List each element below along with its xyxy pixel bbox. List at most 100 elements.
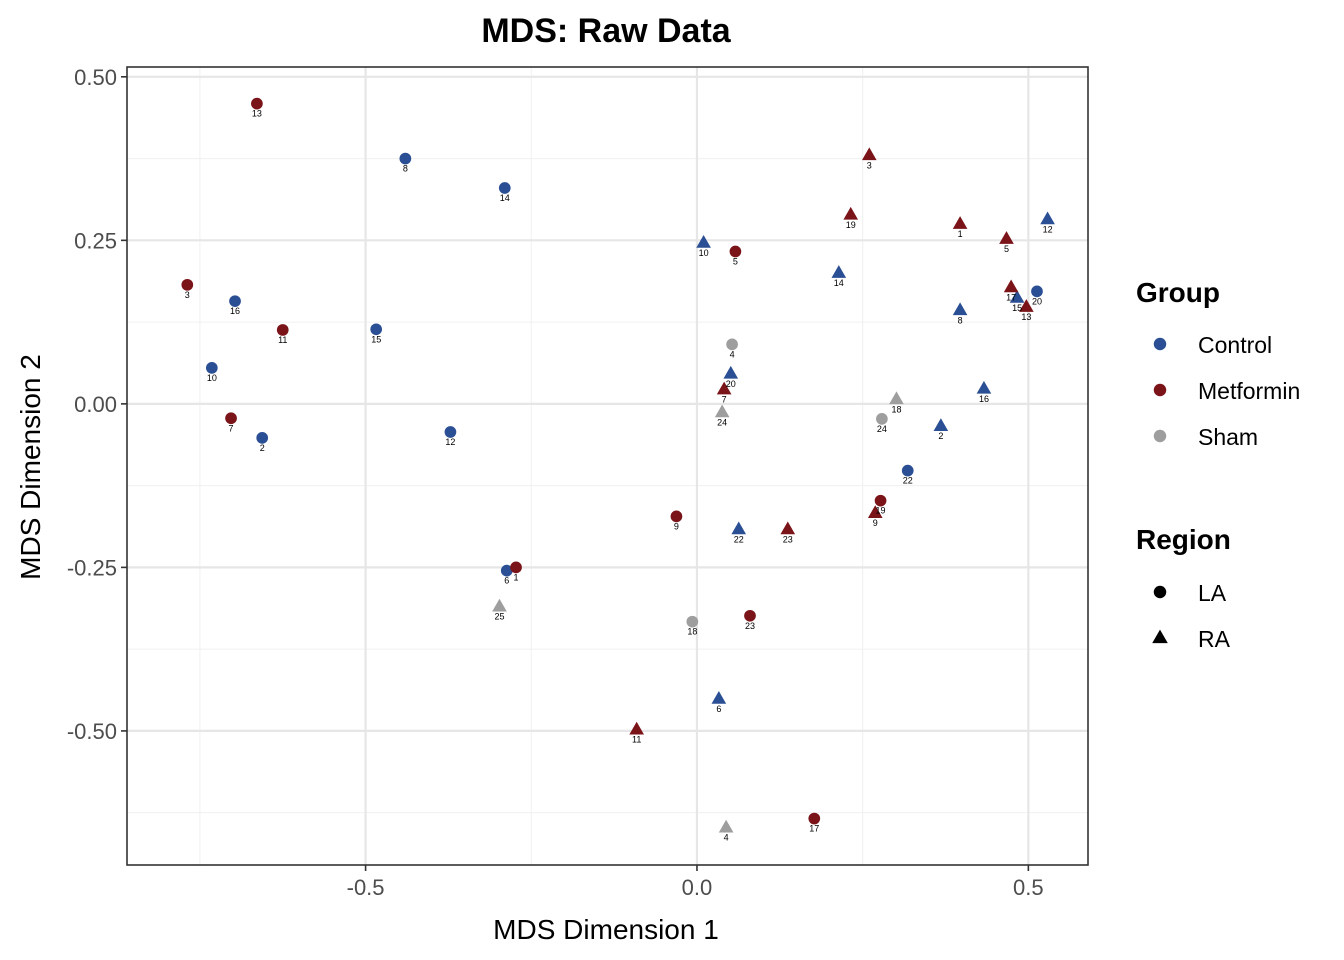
point-label: 16 bbox=[979, 394, 989, 404]
legend-key-la bbox=[1153, 585, 1167, 599]
plot-panel bbox=[127, 67, 1088, 865]
point-metformin-ra-9 bbox=[867, 505, 883, 518]
point-metformin-la-1 bbox=[510, 561, 522, 574]
legend-label-ra: RA bbox=[1198, 626, 1231, 652]
point-label: 8 bbox=[403, 164, 408, 174]
legend-key-metformin bbox=[1153, 383, 1167, 397]
point-label: 12 bbox=[445, 437, 455, 447]
point-label: 25 bbox=[494, 612, 504, 622]
point-label: 10 bbox=[207, 373, 217, 383]
major-gridlines bbox=[127, 67, 1088, 865]
y-tick-label: 0.50 bbox=[74, 65, 117, 90]
legend-label-control: Control bbox=[1198, 332, 1272, 358]
point-label: 14 bbox=[834, 278, 844, 288]
point-control-ra-6 bbox=[711, 690, 727, 704]
point-metformin-ra-19 bbox=[843, 206, 859, 220]
y-tick-label: 0.00 bbox=[74, 392, 117, 417]
point-metformin-la-3 bbox=[181, 278, 194, 291]
point-label: 5 bbox=[733, 256, 738, 266]
point-label: 22 bbox=[903, 476, 913, 486]
y-axis-title: MDS Dimension 2 bbox=[15, 354, 46, 580]
point-control-la-22 bbox=[901, 464, 914, 477]
legend: Group Control Metformin Sham Region LA RA bbox=[1136, 277, 1300, 652]
point-control-la-16 bbox=[229, 295, 241, 308]
point-label: 12 bbox=[1043, 224, 1053, 234]
point-label: 17 bbox=[809, 824, 819, 834]
point-sham-ra-25 bbox=[492, 598, 507, 612]
point-control-ra-16 bbox=[976, 380, 992, 394]
point-control-la-15 bbox=[370, 323, 383, 336]
x-axis-ticks: -0.5 0.0 0.5 bbox=[347, 865, 1044, 900]
point-control-ra-14 bbox=[831, 265, 847, 278]
point-label: 20 bbox=[726, 379, 736, 389]
point-label: 5 bbox=[1004, 244, 1009, 254]
point-control-ra-22 bbox=[731, 521, 747, 535]
point-sham-la-4 bbox=[726, 338, 738, 351]
point-label: 15 bbox=[1012, 303, 1022, 313]
point-label: 7 bbox=[229, 423, 234, 433]
legend-key-sham bbox=[1153, 429, 1167, 443]
point-label: 9 bbox=[873, 518, 878, 528]
minor-gridlines bbox=[127, 67, 1088, 865]
x-tick-label: -0.5 bbox=[347, 875, 385, 900]
point-sham-ra-4 bbox=[718, 819, 734, 833]
y-tick-label: -0.25 bbox=[67, 555, 117, 580]
point-label: 11 bbox=[632, 735, 641, 745]
point-control-ra-15 bbox=[1009, 289, 1025, 303]
point-label: 1 bbox=[514, 572, 519, 582]
legend-key-ra bbox=[1152, 629, 1168, 644]
point-label: 17 bbox=[1006, 292, 1016, 302]
point-label: 14 bbox=[500, 193, 510, 203]
x-axis-title: MDS Dimension 1 bbox=[493, 914, 719, 945]
point-label: 6 bbox=[716, 704, 721, 714]
chart-title: MDS: Raw Data bbox=[481, 12, 731, 50]
point-metformin-la-7 bbox=[225, 412, 237, 425]
point-sham-ra-18 bbox=[889, 391, 904, 405]
point-label: 4 bbox=[730, 349, 735, 359]
y-tick-label: 0.25 bbox=[74, 228, 117, 253]
point-metformin-ra-17 bbox=[1003, 279, 1019, 293]
point-metformin-ra-1 bbox=[952, 216, 968, 229]
point-label: 19 bbox=[876, 506, 886, 516]
point-label: 24 bbox=[717, 417, 727, 427]
legend-region-title: Region bbox=[1136, 524, 1231, 555]
point-label: 11 bbox=[278, 335, 287, 345]
point-control-la-8 bbox=[399, 152, 412, 165]
point-label: 4 bbox=[724, 833, 729, 843]
point-metformin-la-5 bbox=[729, 245, 742, 258]
point-label: 23 bbox=[745, 621, 755, 631]
legend-group-items: Control Metformin Sham bbox=[1153, 332, 1300, 450]
y-axis-ticks: -0.50 -0.25 0.00 0.25 0.50 bbox=[67, 65, 127, 744]
point-metformin-ra-11 bbox=[629, 721, 644, 735]
point-label: 23 bbox=[783, 534, 793, 544]
point-label: 18 bbox=[687, 627, 697, 637]
point-label: 19 bbox=[846, 220, 856, 230]
legend-label-sham: Sham bbox=[1198, 424, 1258, 450]
point-control-la-2 bbox=[256, 432, 269, 444]
point-label: 13 bbox=[1021, 312, 1031, 322]
point-metformin-la-19 bbox=[874, 494, 887, 507]
point-label: 3 bbox=[867, 160, 872, 170]
point-metformin-ra-5 bbox=[999, 231, 1014, 244]
point-label: 1 bbox=[958, 229, 963, 239]
point-sham-ra-24 bbox=[714, 404, 730, 418]
legend-group-title: Group bbox=[1136, 277, 1220, 308]
x-tick-label: 0.0 bbox=[682, 875, 713, 900]
point-control-la-6 bbox=[500, 564, 513, 577]
point-label: 10 bbox=[699, 248, 709, 258]
point-label: 6 bbox=[504, 576, 509, 586]
point-label: 15 bbox=[371, 334, 381, 344]
point-control-ra-20 bbox=[723, 365, 739, 379]
point-control-la-20 bbox=[1031, 285, 1043, 298]
point-label: 2 bbox=[260, 443, 265, 453]
point-metformin-ra-13 bbox=[1019, 299, 1034, 312]
plot-border bbox=[126, 66, 1089, 866]
point-metformin-la-17 bbox=[808, 812, 821, 825]
point-labels: 8141615102126202213311715923171942418101… bbox=[185, 109, 1053, 843]
point-metformin-la-23 bbox=[744, 609, 756, 622]
point-label: 7 bbox=[722, 394, 727, 404]
data-points bbox=[181, 97, 1055, 833]
point-control-la-14 bbox=[498, 182, 511, 194]
point-metformin-ra-3 bbox=[861, 147, 877, 161]
